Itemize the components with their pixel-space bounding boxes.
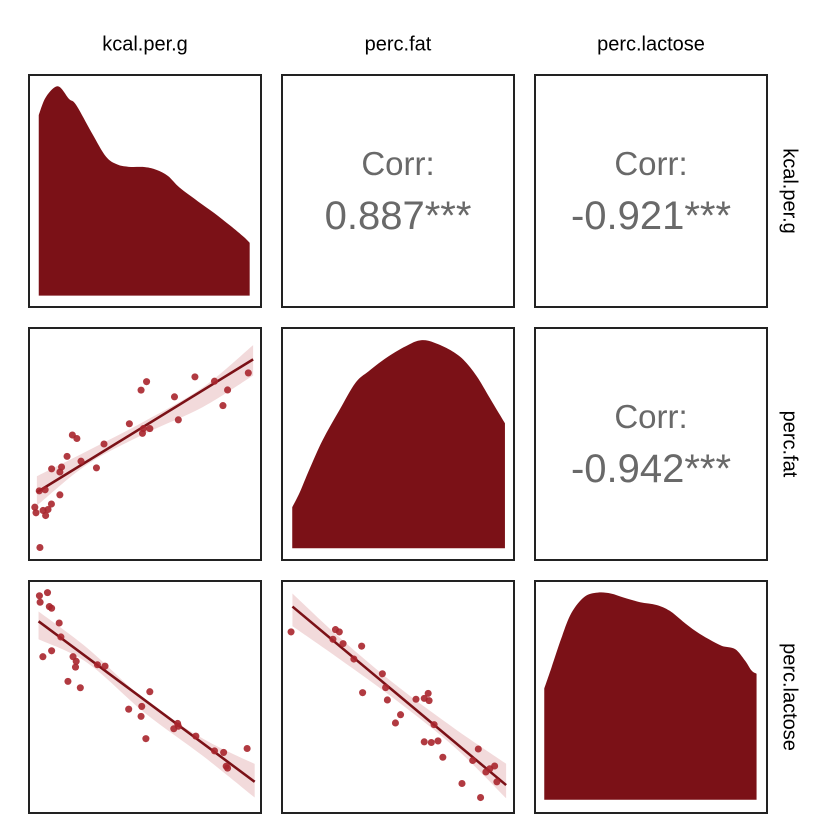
row-label-perc-fat: perc.fat <box>778 410 801 478</box>
panel-corr-kcal-lactose: Corr: -0.921*** <box>534 74 768 308</box>
panel-density-perc-fat <box>281 327 515 561</box>
panel-corr-kcal-fat: Corr: 0.887*** <box>281 74 515 308</box>
corr-label: Corr: <box>614 397 688 435</box>
panel-scatter-kcal-vs-lactose <box>28 580 262 814</box>
scatter-plot-kcal-vs-fat <box>31 345 254 552</box>
panel-scatter-kcal-vs-fat <box>28 327 262 561</box>
row-label-perc-lactose: perc.lactose <box>778 643 801 751</box>
density-plot-perc-lactose <box>544 592 757 800</box>
corr-label: Corr: <box>614 144 688 182</box>
panel-scatter-fat-vs-lactose <box>281 580 515 814</box>
col-header-kcal-per-g: kcal.per.g <box>102 33 188 56</box>
density-plot-perc-fat <box>292 340 505 549</box>
col-header-perc-fat: perc.fat <box>364 33 432 56</box>
row-label-kcal-per-g: kcal.per.g <box>778 148 801 234</box>
corr-value-kcal-lactose: -0.921*** <box>570 193 732 238</box>
panel-density-kcal-per-g <box>28 74 262 308</box>
scatter-plot-fat-vs-lactose <box>287 593 507 802</box>
corr-value-fat-lactose: -0.942*** <box>570 446 732 491</box>
density-plot-kcal-per-g <box>38 86 250 296</box>
corr-label: Corr: <box>361 144 435 182</box>
corr-value-kcal-fat: 0.887*** <box>324 193 472 238</box>
panel-corr-fat-lactose: Corr: -0.942*** <box>534 327 768 561</box>
col-header-perc-lactose: perc.lactose <box>597 33 705 56</box>
panel-density-perc-lactose <box>534 580 768 814</box>
scatter-plot-kcal-vs-lactose <box>35 589 256 798</box>
